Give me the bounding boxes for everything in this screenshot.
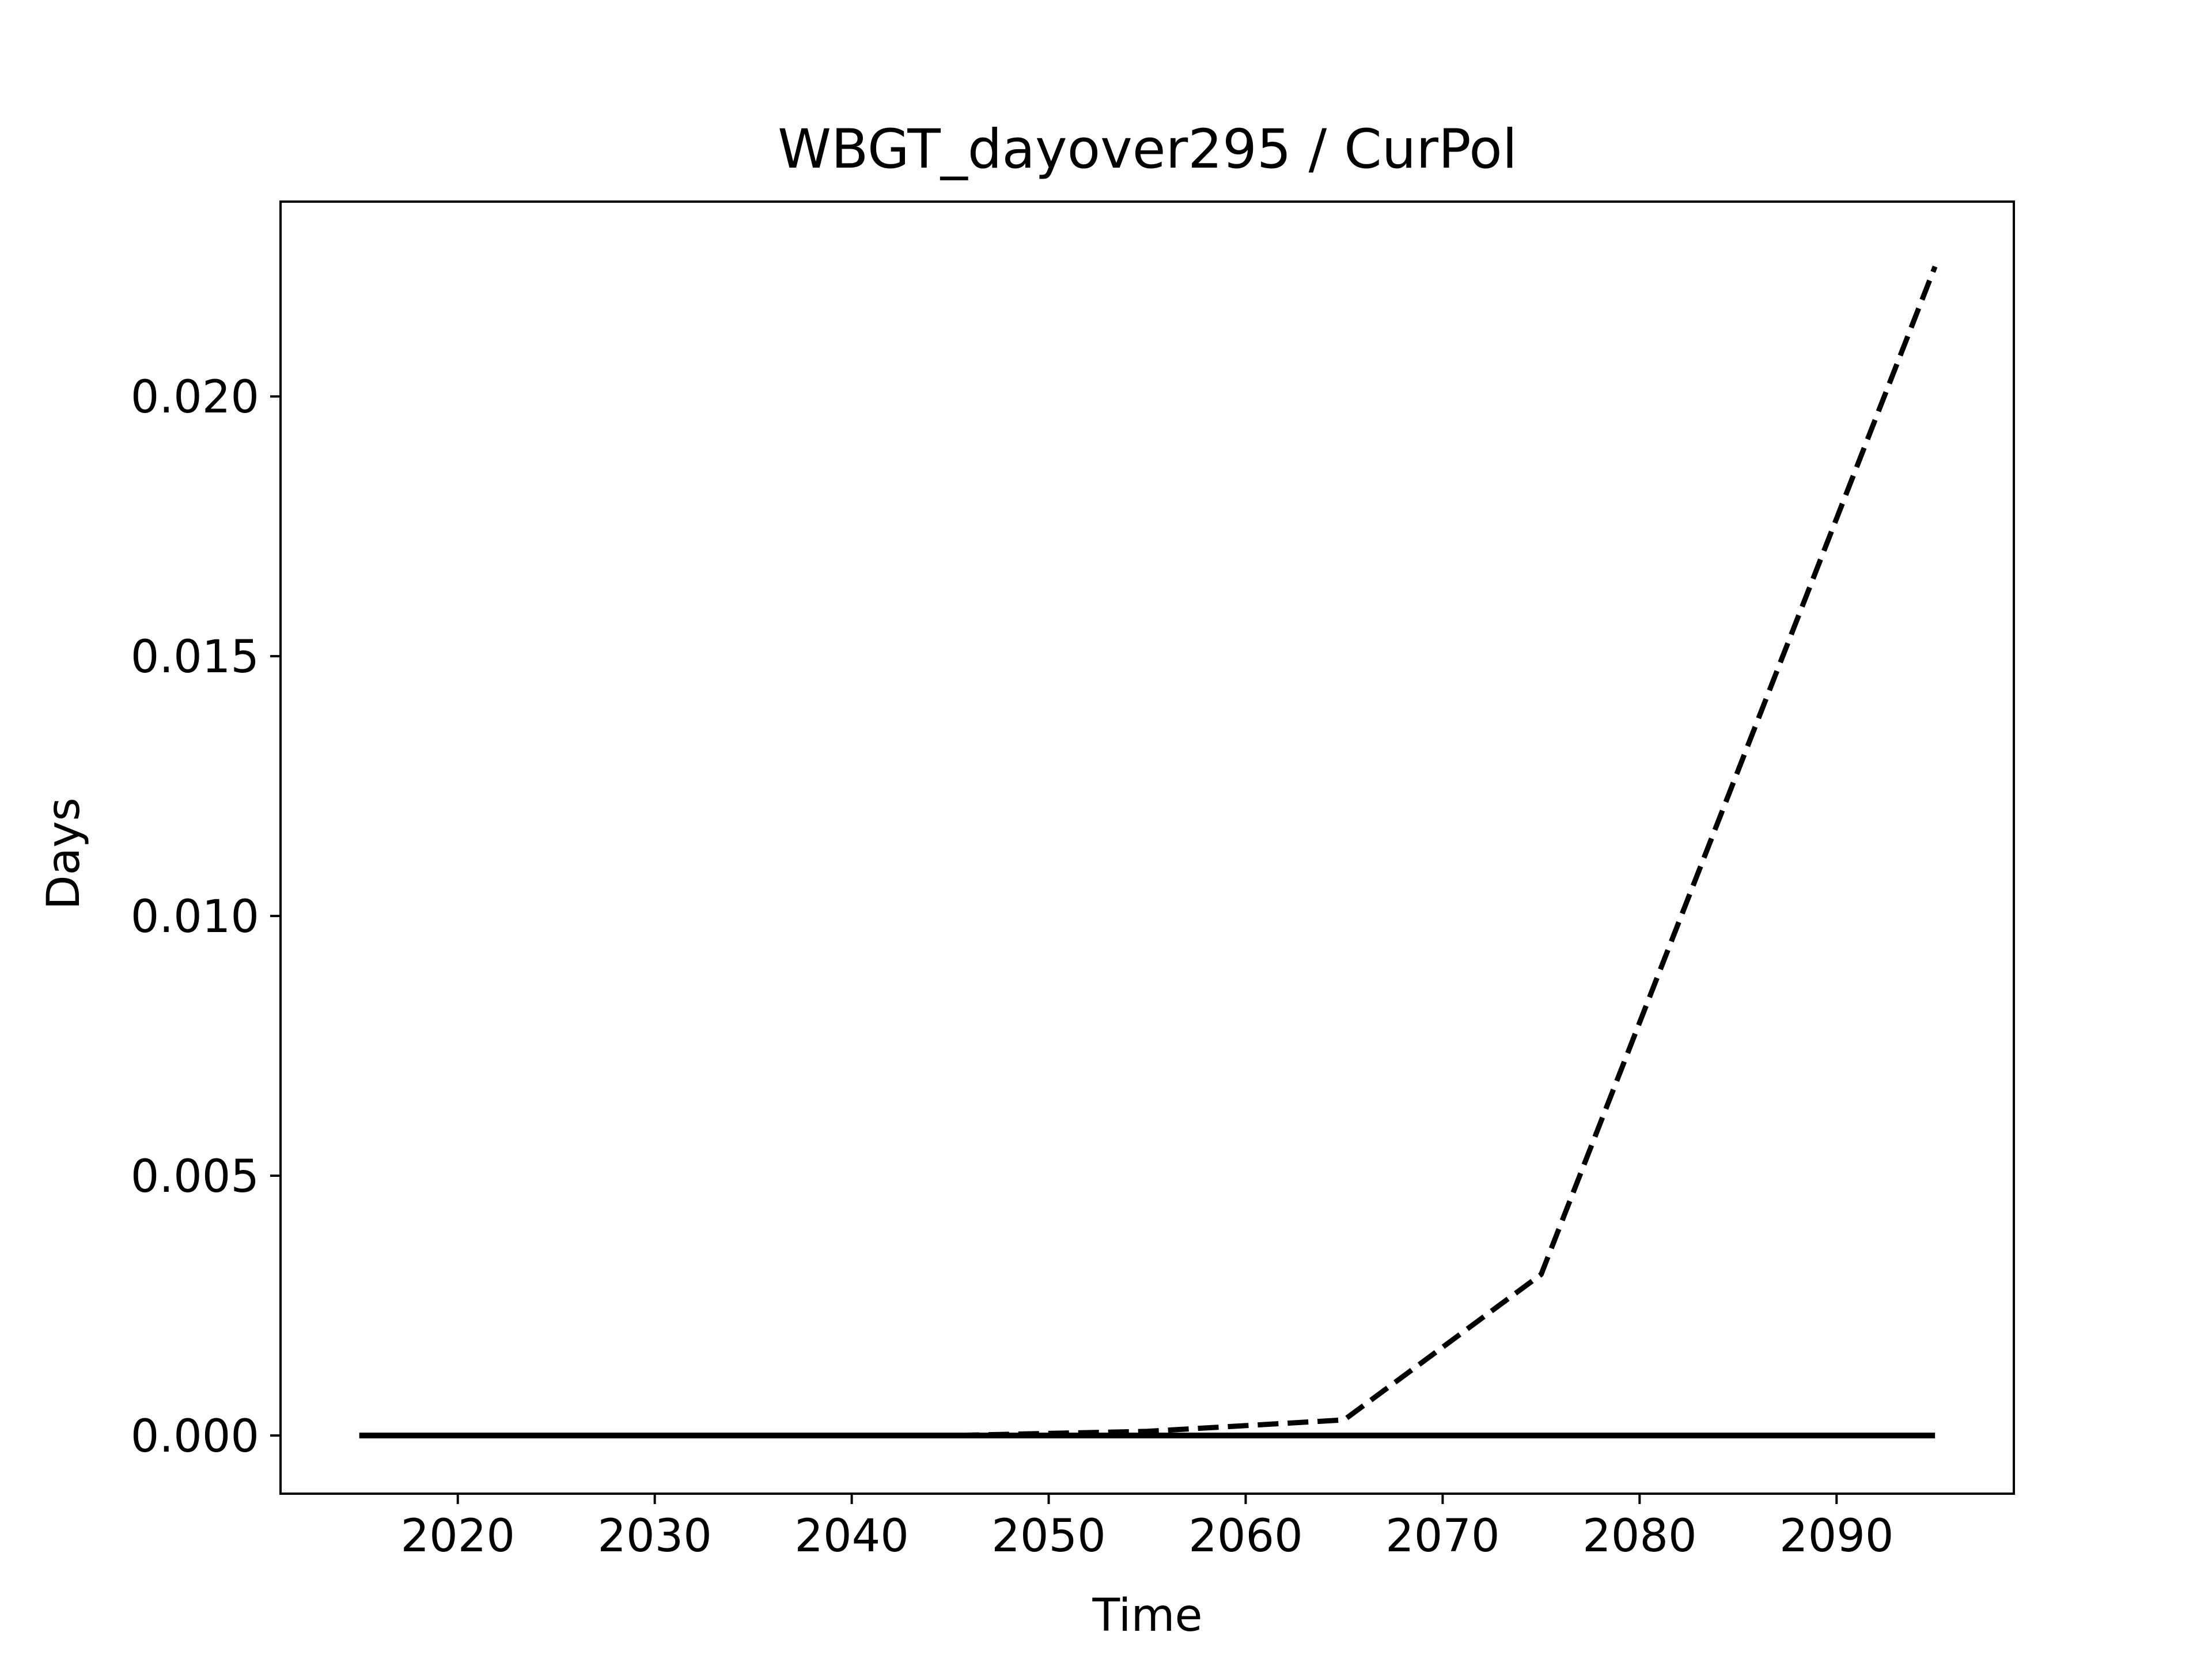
x-tick-label: 2060 <box>1188 1510 1303 1562</box>
x-tick-label: 2080 <box>1582 1510 1697 1562</box>
x-tick-label: 2070 <box>1385 1510 1500 1562</box>
x-tick-label: 2020 <box>400 1510 515 1562</box>
x-tick-label: 2030 <box>597 1510 712 1562</box>
chart-title: WBGT_dayover295 / CurPol <box>778 118 1517 181</box>
dashed-series-line <box>359 266 1938 1438</box>
plot-series <box>359 266 1938 1438</box>
y-tick-label: 0.000 <box>131 1411 259 1463</box>
x-tick-label: 2050 <box>991 1510 1106 1562</box>
y-tick-label: 0.005 <box>131 1151 259 1203</box>
y-tick-label: 0.020 <box>131 372 259 423</box>
x-tick-label: 2040 <box>794 1510 909 1562</box>
y-tick-label: 0.015 <box>131 631 259 683</box>
plot-frame <box>279 200 2015 1495</box>
y-tick-label: 0.010 <box>131 891 259 943</box>
x-axis-ticks: 2020 2030 2040 2050 2060 2070 2080 2090 <box>400 1494 1894 1562</box>
y-axis-label: Days <box>38 798 90 910</box>
x-tick-label: 2090 <box>1779 1510 1894 1562</box>
y-axis-ticks: 0.000 0.005 0.010 0.015 0.020 <box>131 372 281 1463</box>
x-axis-label: Time <box>1092 1590 1203 1642</box>
